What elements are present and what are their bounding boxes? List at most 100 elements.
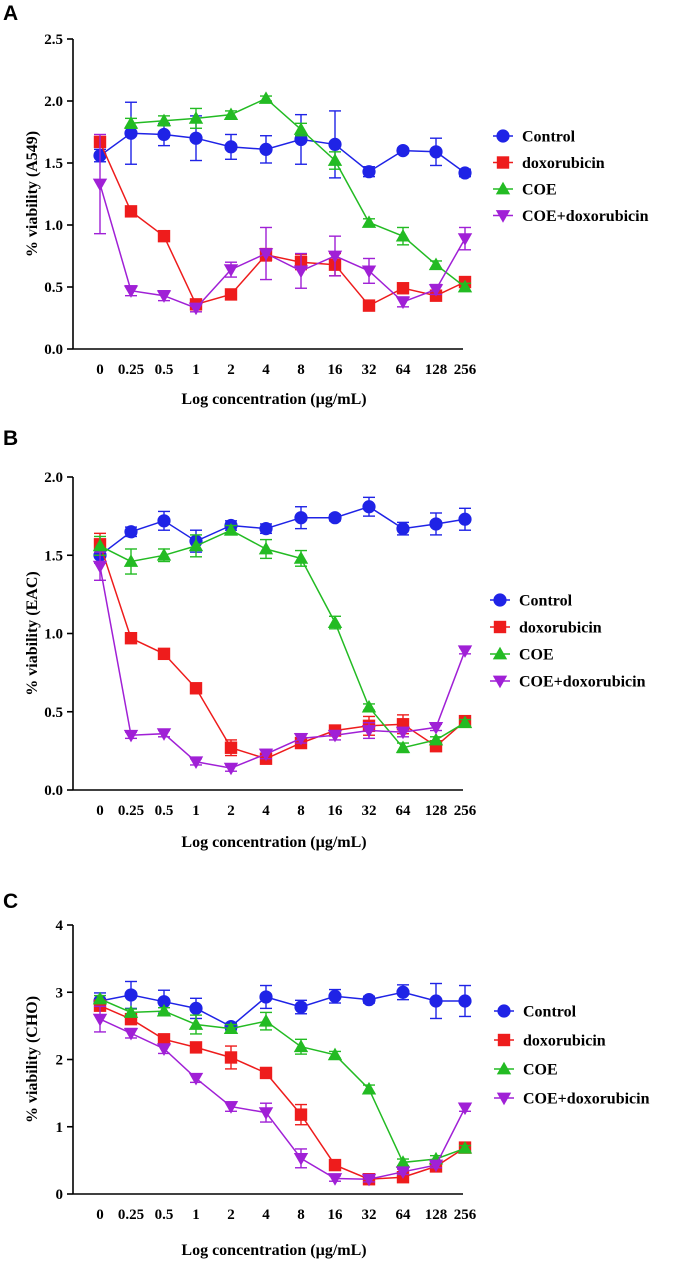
- data-point: [157, 229, 171, 243]
- legend-marker: [492, 675, 508, 689]
- x-tick-label: 0: [96, 362, 104, 378]
- x-tick-label: 32: [362, 803, 377, 819]
- data-point: [395, 1166, 411, 1180]
- data-point: [224, 741, 238, 754]
- legend-item: COE: [494, 1062, 558, 1079]
- data-point: [428, 732, 444, 746]
- data-point: [396, 985, 410, 999]
- data-point: [189, 131, 203, 145]
- data-point: [223, 523, 239, 536]
- data-point: [92, 538, 108, 552]
- data-point: [327, 250, 343, 264]
- legend-marker: [496, 129, 510, 143]
- x-tick-label: 128: [425, 362, 448, 378]
- data-point: [92, 560, 108, 574]
- y-tick-label: 1: [56, 1120, 64, 1136]
- y-tick-label: 1.0: [44, 218, 63, 234]
- series-line: [99, 529, 466, 749]
- x-tick-label: 0.5: [155, 362, 174, 378]
- data-point: [157, 127, 171, 142]
- x-axis-title: Log concentration (µg/mL): [181, 834, 366, 851]
- legend-item: COE: [493, 182, 557, 199]
- x-tick-label: 128: [425, 1207, 448, 1223]
- data-point: [429, 994, 443, 1008]
- x-tick-label: 1: [192, 1207, 200, 1223]
- legend-item: COE+doxorubicin: [490, 674, 646, 691]
- legend-label: COE: [519, 647, 554, 664]
- series-coe: [92, 523, 473, 754]
- data-point: [327, 153, 343, 166]
- x-tick-label: 32: [362, 362, 377, 378]
- data-point: [362, 993, 376, 1007]
- data-point: [92, 178, 108, 192]
- series-control: [93, 101, 472, 180]
- data-point: [396, 144, 410, 158]
- data-point: [395, 726, 411, 740]
- x-tick-label: 256: [454, 1207, 477, 1223]
- data-point: [457, 715, 473, 729]
- data-point: [293, 265, 309, 279]
- data-point: [362, 165, 376, 179]
- series-line: [99, 1005, 466, 1180]
- series-doxorubicin: [93, 135, 472, 312]
- data-point: [327, 1047, 343, 1061]
- panel-c: C 0 1 2 3 4 0 0.25 0.5 1 2 4 8 16 32 64 128 256 % viabilit…: [3, 890, 650, 1259]
- legend-item: doxorubicin: [490, 620, 602, 637]
- y-axis-title: % viability (CHO): [24, 996, 41, 1123]
- data-point: [293, 1039, 309, 1053]
- data-point: [157, 647, 171, 661]
- x-tick-label: 0.5: [155, 1207, 174, 1223]
- data-point: [157, 995, 171, 1009]
- data-point: [258, 1013, 274, 1027]
- data-point: [361, 725, 377, 738]
- data-point: [457, 1102, 473, 1116]
- data-point: [156, 290, 172, 303]
- data-point: [395, 740, 411, 754]
- panel-label: A: [3, 2, 18, 25]
- legend-marker: [493, 620, 507, 634]
- data-point: [458, 166, 472, 180]
- x-tick-label: 64: [396, 362, 412, 378]
- data-point: [458, 994, 472, 1008]
- x-tick-label: 8: [297, 362, 305, 378]
- data-point: [156, 548, 172, 561]
- y-tick-label: 4: [56, 918, 64, 934]
- legend-marker: [496, 156, 510, 169]
- x-tick-label: 64: [396, 803, 412, 819]
- x-tick-label: 4: [262, 362, 270, 378]
- legend-item: COE+doxorubicin: [493, 208, 649, 225]
- legend-marker: [497, 1004, 511, 1018]
- data-point: [429, 517, 443, 531]
- y-axis-title: % viability (EAC): [24, 571, 41, 695]
- series-doxorubicin: [93, 999, 472, 1186]
- data-point: [156, 1043, 172, 1056]
- x-tick-label: 1: [192, 362, 200, 378]
- data-point: [361, 265, 377, 279]
- y-tick-label: 1.5: [44, 156, 63, 172]
- data-point: [328, 1158, 342, 1172]
- x-tick-label: 4: [262, 803, 270, 819]
- legend-marker: [496, 1061, 512, 1075]
- x-tick-label: 1: [192, 803, 200, 819]
- data-point: [327, 1173, 343, 1186]
- x-tick-label: 32: [362, 1207, 377, 1223]
- data-point: [259, 522, 273, 536]
- series-control: [93, 980, 472, 1034]
- data-point: [328, 989, 342, 1003]
- data-point: [328, 511, 342, 525]
- series-line: [99, 544, 466, 760]
- series-line: [99, 183, 466, 309]
- x-tick-label: 0.5: [155, 803, 174, 819]
- data-point: [327, 729, 343, 743]
- y-tick-label: 0.5: [44, 705, 63, 721]
- y-tick-label: 0.5: [44, 280, 63, 296]
- x-tick-label: 128: [425, 803, 448, 819]
- y-tick-label: 1.5: [44, 548, 63, 564]
- series-line: [99, 1018, 466, 1180]
- data-point: [361, 1173, 377, 1187]
- data-point: [188, 538, 204, 552]
- x-tick-label: 8: [297, 803, 305, 819]
- x-tick-label: 16: [328, 803, 344, 819]
- x-tick-label: 256: [454, 803, 477, 819]
